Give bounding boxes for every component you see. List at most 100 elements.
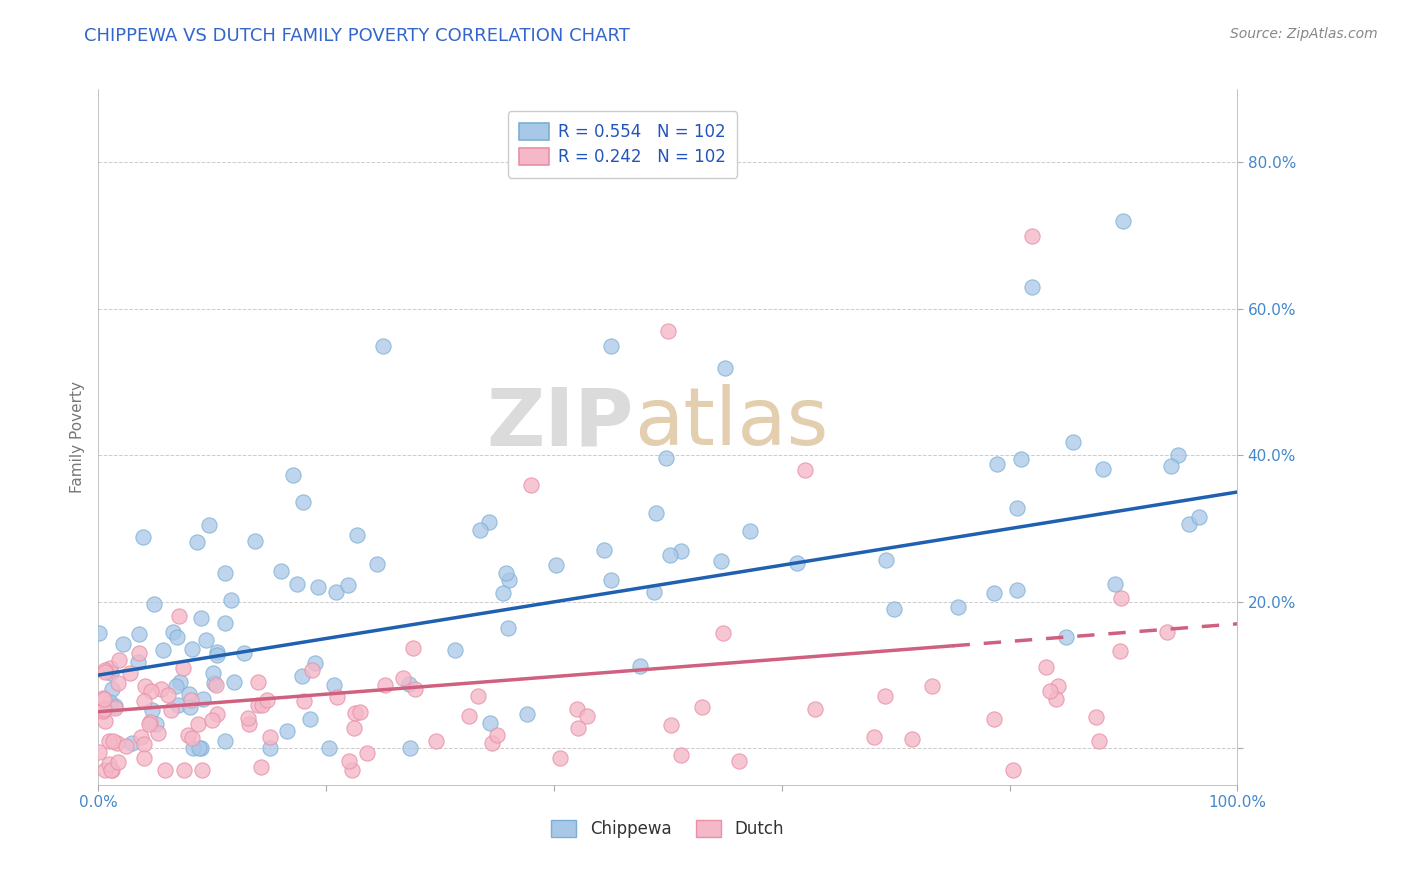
Point xyxy=(1039,684,1062,698)
Point xyxy=(291,669,314,683)
Point xyxy=(232,646,254,660)
Point xyxy=(709,554,731,568)
Point xyxy=(516,706,538,721)
Point xyxy=(183,741,205,756)
Point xyxy=(371,338,394,352)
Point xyxy=(443,643,465,657)
Point xyxy=(318,741,340,756)
Point xyxy=(1091,462,1114,476)
Text: CHIPPEWA VS DUTCH FAMILY POVERTY CORRELATION CHART: CHIPPEWA VS DUTCH FAMILY POVERTY CORRELA… xyxy=(84,27,630,45)
Point xyxy=(285,576,308,591)
Point xyxy=(628,658,651,673)
Point xyxy=(224,675,246,690)
Point xyxy=(259,741,281,756)
Point xyxy=(1188,510,1211,524)
Point xyxy=(520,477,543,491)
Point xyxy=(132,751,155,765)
Point xyxy=(94,663,117,677)
Point xyxy=(659,548,682,562)
Point xyxy=(1002,764,1025,778)
Point xyxy=(190,611,212,625)
Point xyxy=(128,647,150,661)
Point xyxy=(159,703,181,717)
Point xyxy=(181,731,204,745)
Point xyxy=(176,728,198,742)
Point xyxy=(1160,458,1182,473)
Point xyxy=(193,691,215,706)
Point xyxy=(93,764,115,778)
Point xyxy=(495,566,517,580)
Point xyxy=(1045,691,1067,706)
Point xyxy=(863,730,886,744)
Point xyxy=(1021,228,1043,243)
Point xyxy=(142,597,165,611)
Point xyxy=(343,721,366,735)
Point xyxy=(486,728,509,742)
Point xyxy=(1062,435,1084,450)
Point xyxy=(250,759,273,773)
Point xyxy=(270,564,292,578)
Point xyxy=(157,688,180,702)
Point xyxy=(243,534,266,549)
Point xyxy=(1021,280,1043,294)
Point xyxy=(91,703,114,717)
Point xyxy=(165,679,187,693)
Point xyxy=(91,691,114,706)
Point xyxy=(1111,591,1133,606)
Point xyxy=(276,723,298,738)
Point xyxy=(173,764,195,778)
Point xyxy=(162,624,184,639)
Point xyxy=(883,602,905,616)
Point xyxy=(600,338,623,352)
Point xyxy=(138,716,160,731)
Point xyxy=(127,655,149,669)
Point xyxy=(187,717,209,731)
Point xyxy=(298,713,321,727)
Point xyxy=(740,524,762,538)
Point xyxy=(169,674,191,689)
Point xyxy=(304,656,326,670)
Point xyxy=(1178,517,1201,532)
Point xyxy=(398,741,420,756)
Point xyxy=(307,580,329,594)
Point xyxy=(356,746,378,760)
Point xyxy=(121,736,143,750)
Point xyxy=(481,736,503,750)
Point xyxy=(214,566,236,580)
Point xyxy=(201,665,224,680)
Point xyxy=(1087,733,1109,747)
Point xyxy=(104,700,127,714)
Point xyxy=(129,730,152,744)
Point xyxy=(983,712,1005,726)
Point xyxy=(100,764,122,778)
Point xyxy=(478,715,501,730)
Point xyxy=(344,706,367,721)
Point xyxy=(138,714,160,729)
Point xyxy=(349,706,371,720)
Point xyxy=(292,694,315,708)
Point xyxy=(711,625,734,640)
Point xyxy=(404,681,426,696)
Point xyxy=(921,679,943,693)
Point xyxy=(301,663,323,677)
Point xyxy=(593,543,616,558)
Point xyxy=(107,755,129,769)
Point xyxy=(565,702,588,716)
Point xyxy=(181,641,204,656)
Point xyxy=(458,709,481,723)
Point xyxy=(153,764,176,778)
Point xyxy=(195,632,218,647)
Point xyxy=(425,734,447,748)
Point xyxy=(1104,577,1126,591)
Point xyxy=(492,586,515,600)
Point xyxy=(202,676,225,690)
Point xyxy=(599,574,621,588)
Point xyxy=(325,690,347,704)
Point xyxy=(166,630,188,644)
Point xyxy=(1005,583,1028,598)
Legend: Chippewa, Dutch: Chippewa, Dutch xyxy=(543,812,793,847)
Point xyxy=(292,495,315,509)
Point xyxy=(180,692,202,706)
Point xyxy=(98,695,121,709)
Point xyxy=(238,716,260,731)
